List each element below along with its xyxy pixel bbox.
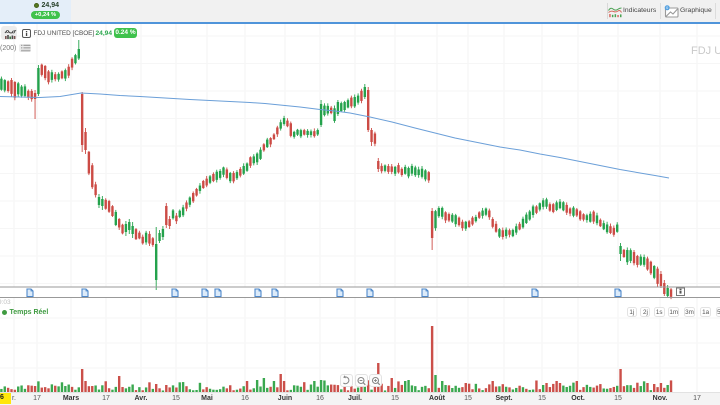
svg-text:0: 0 (666, 6, 668, 10)
